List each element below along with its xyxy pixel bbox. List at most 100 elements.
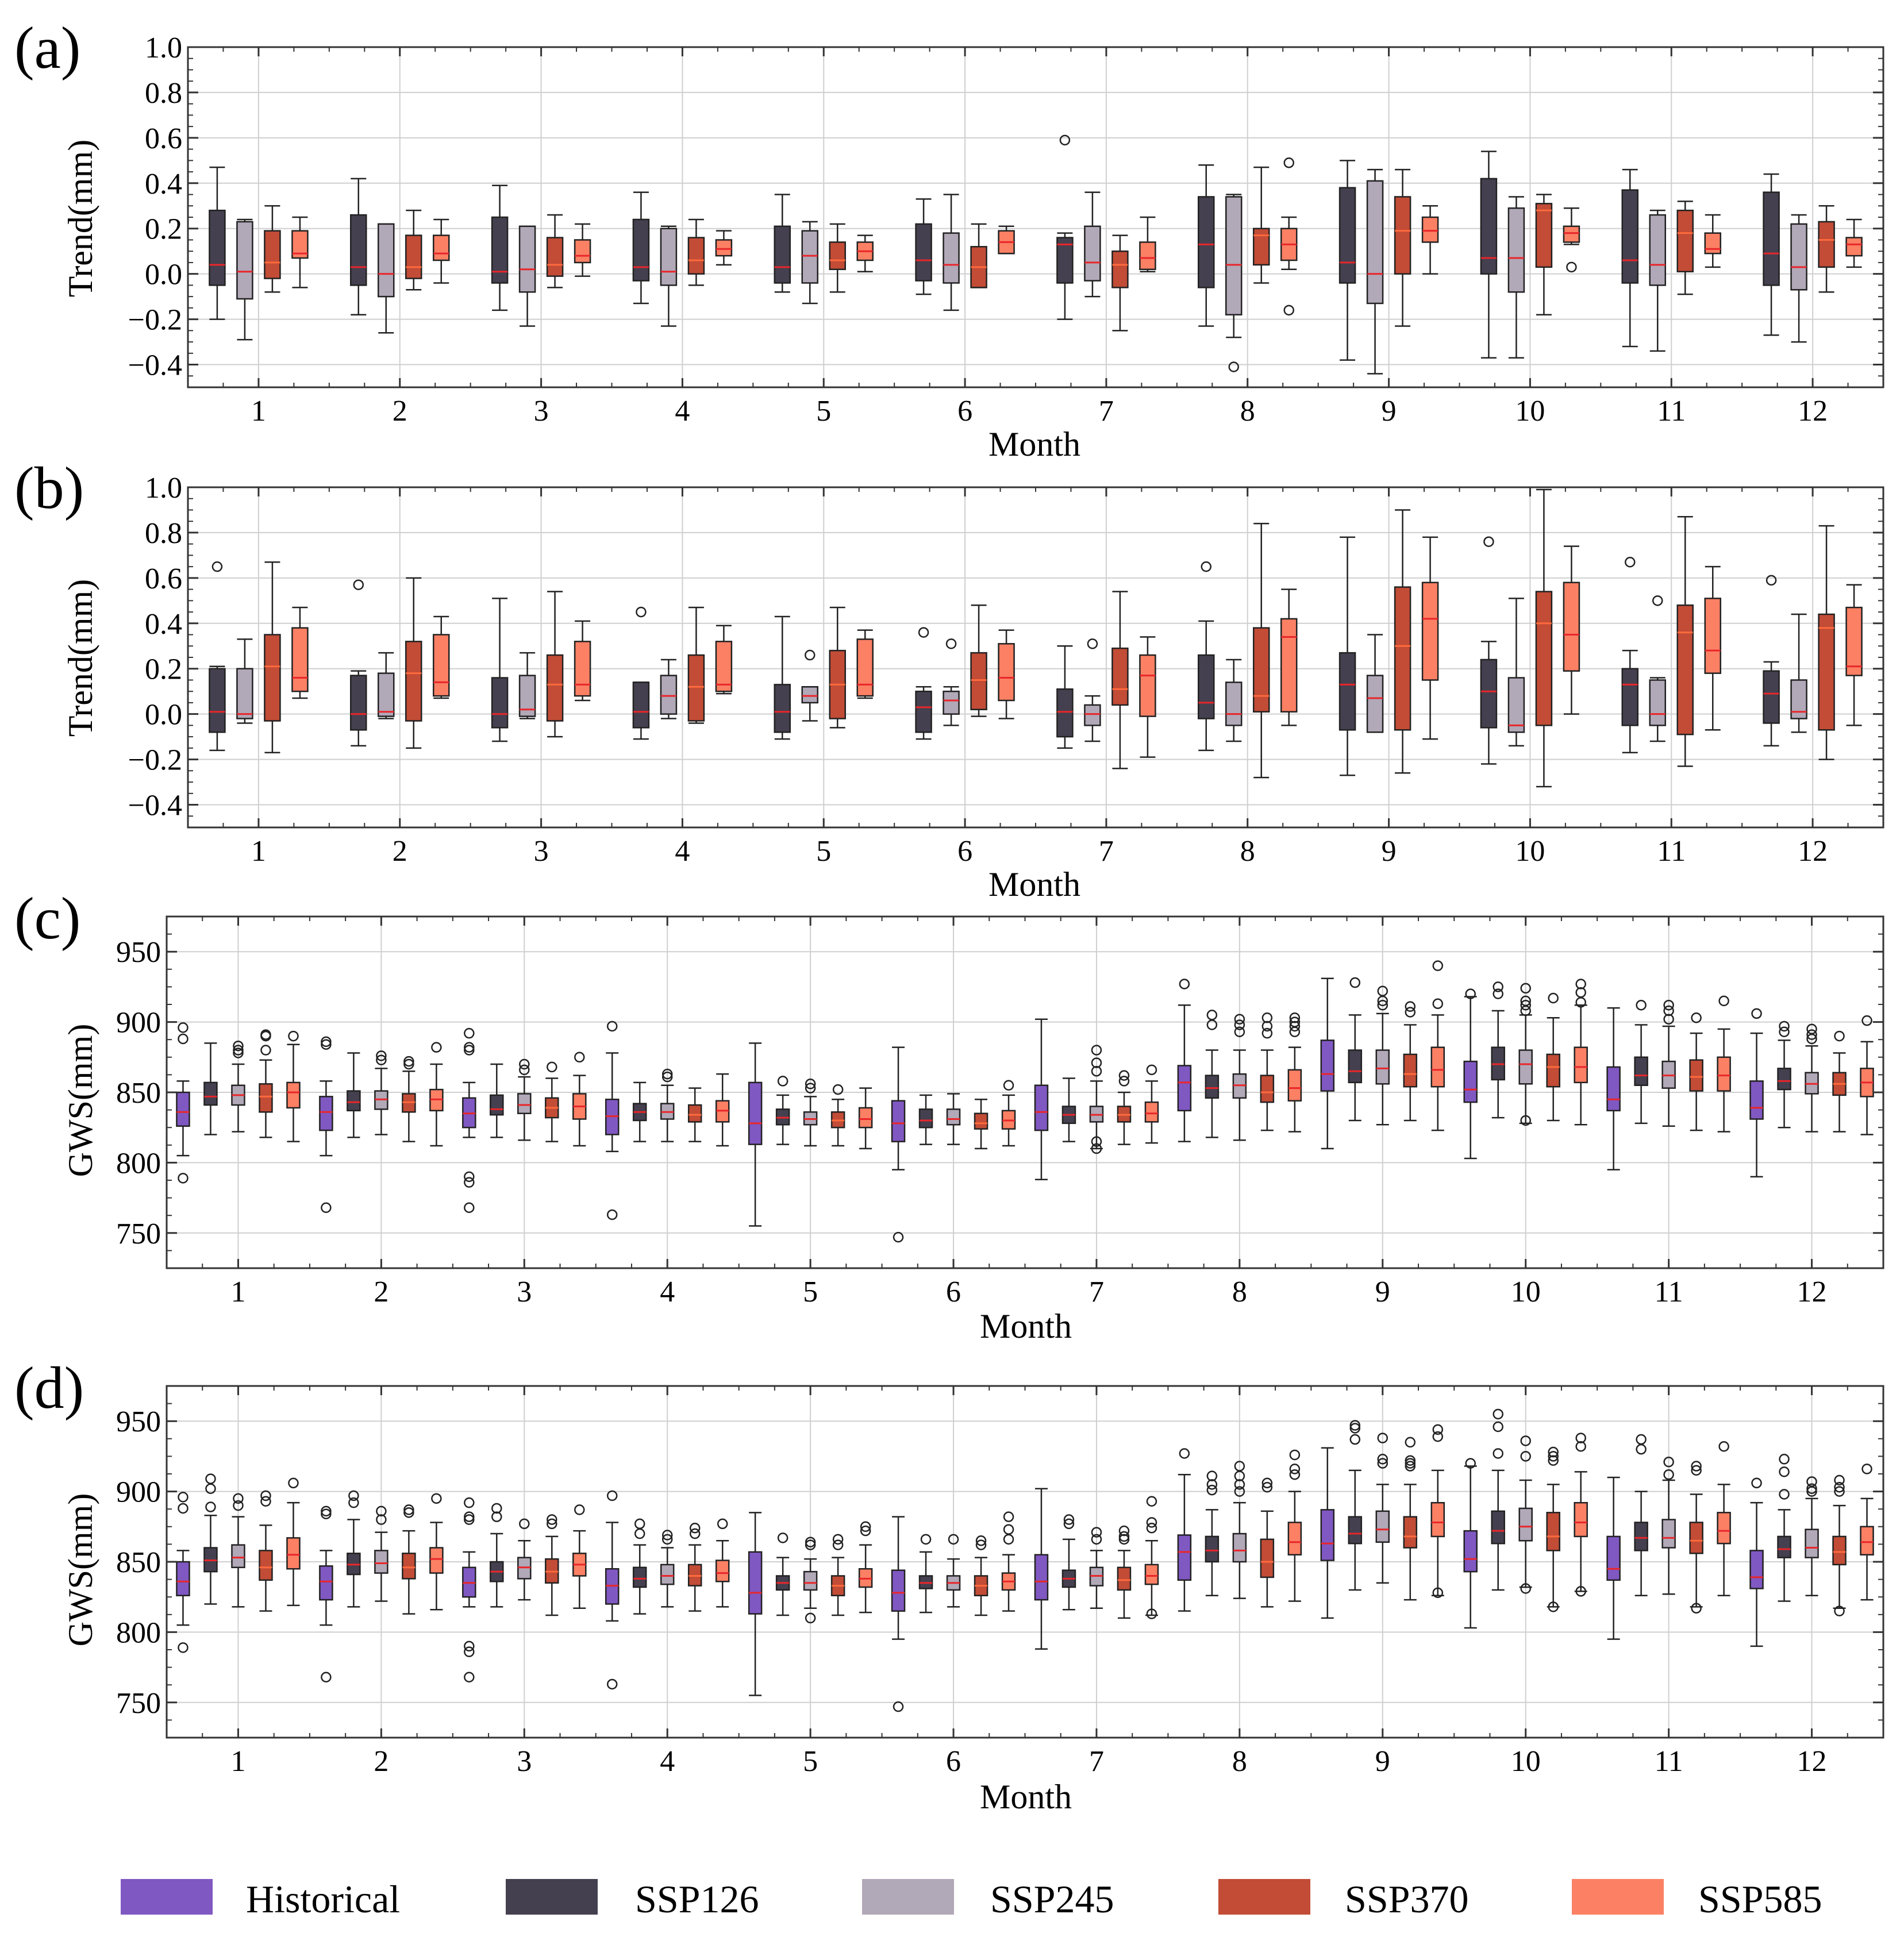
box-ssp126-month-11 — [1634, 999, 1648, 1125]
box-ssp370-month-2 — [402, 1056, 416, 1142]
outlier-point — [1548, 1451, 1559, 1462]
outlier-point — [1146, 1064, 1157, 1076]
outlier-point — [519, 1518, 530, 1530]
box-ssp126-month-5 — [775, 1076, 790, 1145]
outlier-point — [1146, 1522, 1157, 1534]
outlier-point — [519, 1058, 530, 1070]
outlier-point — [1861, 1015, 1872, 1026]
box-body — [1480, 659, 1498, 729]
box-body — [286, 1537, 301, 1570]
box-body — [943, 232, 960, 284]
box-body — [546, 654, 564, 722]
outlier-point — [1289, 1012, 1301, 1023]
x-tick-label: 7 — [1089, 1745, 1104, 1778]
box-body — [1777, 1068, 1791, 1091]
x-tick-label: 4 — [660, 1745, 675, 1778]
outlier-point — [348, 1490, 359, 1501]
box-ssp245-month-1 — [236, 218, 253, 341]
box-ssp126-month-11 — [1621, 556, 1638, 754]
box-ssp126-month-7 — [1056, 645, 1074, 749]
box-body — [231, 1544, 245, 1569]
box-body — [1749, 1550, 1764, 1589]
box-body — [1084, 704, 1101, 726]
outlier-point — [1718, 995, 1729, 1007]
legend-swatch-ssp245 — [862, 1879, 954, 1915]
box-body — [632, 681, 650, 729]
box-ssp370-month-7 — [1111, 234, 1129, 332]
outlier-point — [805, 1539, 816, 1550]
outlier-point — [1652, 595, 1663, 606]
box-body — [429, 1547, 444, 1574]
box-ssp585-month-6 — [1001, 1080, 1016, 1147]
box-body — [1421, 582, 1439, 681]
box-ssp126-month-6 — [915, 198, 932, 295]
outlier-point — [1261, 1021, 1273, 1032]
outlier-point — [606, 1490, 618, 1501]
legend-label-ssp245: SSP245 — [990, 1877, 1114, 1921]
box-body — [687, 237, 705, 275]
box-ssp126-month-12 — [1777, 1021, 1791, 1129]
y-tick-label: −0.2 — [128, 744, 182, 777]
outlier-point — [1806, 1483, 1817, 1494]
box-body — [1563, 582, 1580, 672]
box-body — [1818, 613, 1835, 731]
panel-label-c: (c) — [14, 885, 80, 952]
legend-label-historical: Historical — [246, 1877, 400, 1921]
box-body — [518, 225, 536, 293]
outlier-point — [1625, 556, 1636, 568]
box-body — [1634, 1056, 1648, 1087]
outlier-point — [1234, 1486, 1245, 1497]
box-ssp370-month-1 — [259, 1029, 273, 1138]
outlier-point — [1636, 1443, 1647, 1455]
outlier-point — [1691, 1603, 1702, 1614]
box-body — [1818, 221, 1835, 268]
box-ssp370-month-1 — [264, 205, 281, 293]
boxes-c — [176, 960, 1874, 1243]
y-tick-label: 0.2 — [145, 653, 182, 686]
box-ssp585-month-2 — [429, 1493, 444, 1611]
legend-label-ssp126: SSP126 — [635, 1877, 759, 1921]
x-tick-label: 10 — [1511, 1745, 1541, 1778]
box-body — [891, 1100, 906, 1142]
outlier-point — [321, 1202, 332, 1213]
box-ssp245-month-3 — [517, 1518, 532, 1601]
outlier-point — [1806, 1486, 1817, 1497]
box-ssp245-month-7 — [1089, 1045, 1104, 1154]
x-tick-label: 6 — [946, 1745, 961, 1778]
box-historical-month-11 — [1606, 1007, 1621, 1170]
box-ssp245-month-5 — [803, 1537, 818, 1624]
box-ssp370-month-5 — [830, 1084, 845, 1147]
outlier-point — [260, 1045, 271, 1056]
box-ssp370-month-4 — [687, 1087, 702, 1142]
outlier-point — [1118, 1525, 1130, 1537]
outlier-point — [1283, 305, 1294, 316]
box-ssp585-month-11 — [1717, 995, 1731, 1133]
box-ssp585-month-7 — [1144, 1064, 1159, 1144]
box-body — [1430, 1501, 1445, 1538]
outlier-point — [1289, 1464, 1301, 1474]
box-body — [236, 668, 253, 719]
box-ssp245-month-6 — [943, 194, 960, 311]
outlier-point — [1575, 997, 1586, 1008]
outlier-point — [260, 1030, 271, 1042]
box-ssp370-month-10 — [1535, 488, 1553, 788]
legend: Historical SSP126 SSP245 SSP370 SSP585 — [121, 1877, 1822, 1921]
outlier-point — [1548, 1455, 1559, 1466]
box-body — [1144, 1101, 1159, 1123]
y-tick-label: 800 — [116, 1147, 161, 1180]
outlier-point — [1718, 1441, 1729, 1452]
outlier-point — [403, 1056, 414, 1067]
y-axis-title-d: GWS(mm) — [61, 1493, 99, 1647]
outlier-point — [1091, 1527, 1102, 1538]
outlier-point — [1520, 1435, 1531, 1446]
outlier-point — [1405, 1007, 1416, 1018]
outlier-point — [205, 1483, 216, 1494]
outlier-point — [233, 1045, 244, 1056]
outlier-point — [547, 1518, 557, 1530]
outlier-point — [1234, 1470, 1245, 1481]
outlier-point — [403, 1058, 414, 1070]
box-ssp585-month-3 — [572, 1504, 587, 1609]
box-body — [378, 672, 395, 717]
outlier-point — [1493, 988, 1503, 999]
